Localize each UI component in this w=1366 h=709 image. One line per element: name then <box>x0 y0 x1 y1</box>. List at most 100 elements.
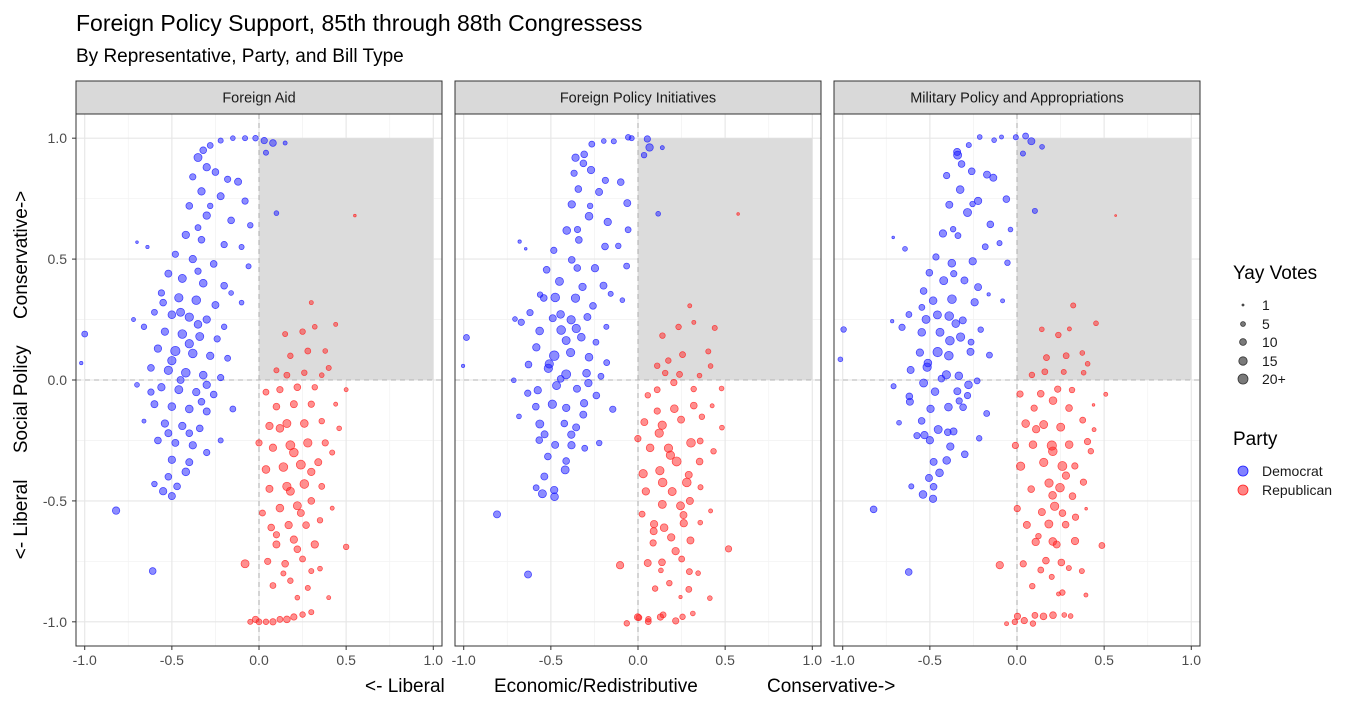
data-point <box>173 482 181 491</box>
data-point <box>601 242 609 251</box>
data-point <box>645 143 654 152</box>
data-point <box>293 383 302 392</box>
x-tick-label: 1.0 <box>803 652 823 668</box>
data-point <box>260 137 268 145</box>
data-point <box>526 309 534 317</box>
data-point <box>301 369 308 376</box>
data-point <box>686 568 693 575</box>
data-point <box>589 302 597 310</box>
data-point <box>209 390 218 399</box>
data-point <box>929 457 938 466</box>
data-point <box>1048 573 1055 580</box>
y-tick-label: 1.0 <box>48 130 68 146</box>
data-point <box>615 242 622 250</box>
data-point <box>307 400 315 408</box>
data-point <box>957 160 966 168</box>
data-point <box>986 351 993 359</box>
data-point <box>670 404 679 413</box>
data-point <box>967 167 976 176</box>
data-point <box>542 266 551 274</box>
data-point <box>1048 446 1058 457</box>
chart-title: Foreign Policy Support, 85th through 88t… <box>76 10 643 36</box>
data-point <box>304 585 311 591</box>
data-point <box>582 369 591 378</box>
data-point <box>945 200 954 209</box>
data-point <box>691 319 697 325</box>
data-point <box>241 197 249 205</box>
data-point <box>1039 457 1049 467</box>
legend-size-item: 10 <box>1233 333 1317 352</box>
data-point <box>463 334 470 341</box>
series-republican <box>995 214 1118 627</box>
data-point <box>240 559 250 569</box>
data-point <box>245 263 252 270</box>
data-point <box>566 315 576 325</box>
data-point <box>1011 441 1019 450</box>
data-point <box>658 558 666 567</box>
data-point <box>583 313 592 321</box>
data-point <box>682 477 692 488</box>
size-key-symbol <box>1240 320 1246 327</box>
data-point <box>586 202 594 210</box>
data-point <box>227 216 235 225</box>
data-point <box>592 391 601 400</box>
data-point <box>556 310 565 319</box>
data-point <box>1016 461 1026 471</box>
data-point <box>167 356 177 366</box>
data-point <box>1031 207 1038 214</box>
data-point <box>1016 390 1024 398</box>
x-tick-label: 1.0 <box>424 652 444 668</box>
data-point <box>580 150 588 159</box>
data-point <box>932 253 940 261</box>
data-point <box>272 531 280 539</box>
legend-size-item: 5 <box>1233 315 1317 334</box>
data-point <box>719 424 725 431</box>
data-point <box>644 392 651 399</box>
data-point <box>1068 492 1077 500</box>
data-point <box>1002 195 1011 203</box>
data-point <box>176 376 185 384</box>
data-point <box>890 319 895 324</box>
facet-panel: Military Policy and Appropriations -1.0 -0… <box>831 80 1201 668</box>
data-point <box>616 561 625 570</box>
data-point <box>1068 386 1076 394</box>
data-point <box>217 437 224 444</box>
series-republican <box>240 213 357 626</box>
series-democrat <box>79 135 288 575</box>
data-point <box>329 505 335 511</box>
data-point <box>945 335 955 346</box>
data-point <box>671 547 680 556</box>
data-point <box>983 410 991 417</box>
x-tick-label: -0.5 <box>918 652 942 668</box>
data-point <box>193 153 203 162</box>
y-tick-label: -0.5 <box>43 493 67 509</box>
data-point <box>255 439 263 447</box>
data-point <box>959 403 967 411</box>
data-point <box>157 383 166 392</box>
data-point <box>290 613 298 621</box>
size-key-symbol <box>1238 355 1248 366</box>
x-tick-label: -0.5 <box>160 652 184 668</box>
data-point <box>269 139 277 147</box>
data-point <box>293 545 302 554</box>
data-point <box>292 501 302 511</box>
size-key-label: 10 <box>1262 334 1278 350</box>
data-point <box>517 239 522 244</box>
data-point <box>567 200 576 209</box>
data-point <box>1098 542 1106 549</box>
data-point <box>308 300 314 306</box>
data-point <box>326 595 332 601</box>
data-point <box>1021 419 1030 428</box>
data-point <box>711 325 718 331</box>
data-point <box>960 276 969 285</box>
data-point <box>211 301 220 309</box>
data-point <box>937 374 946 383</box>
data-point <box>643 559 652 567</box>
data-point <box>659 332 666 339</box>
data-point <box>679 511 688 519</box>
data-point <box>1032 425 1041 434</box>
data-point <box>1007 226 1014 233</box>
data-point <box>655 211 661 217</box>
data-point <box>289 447 299 458</box>
data-point <box>581 444 589 452</box>
